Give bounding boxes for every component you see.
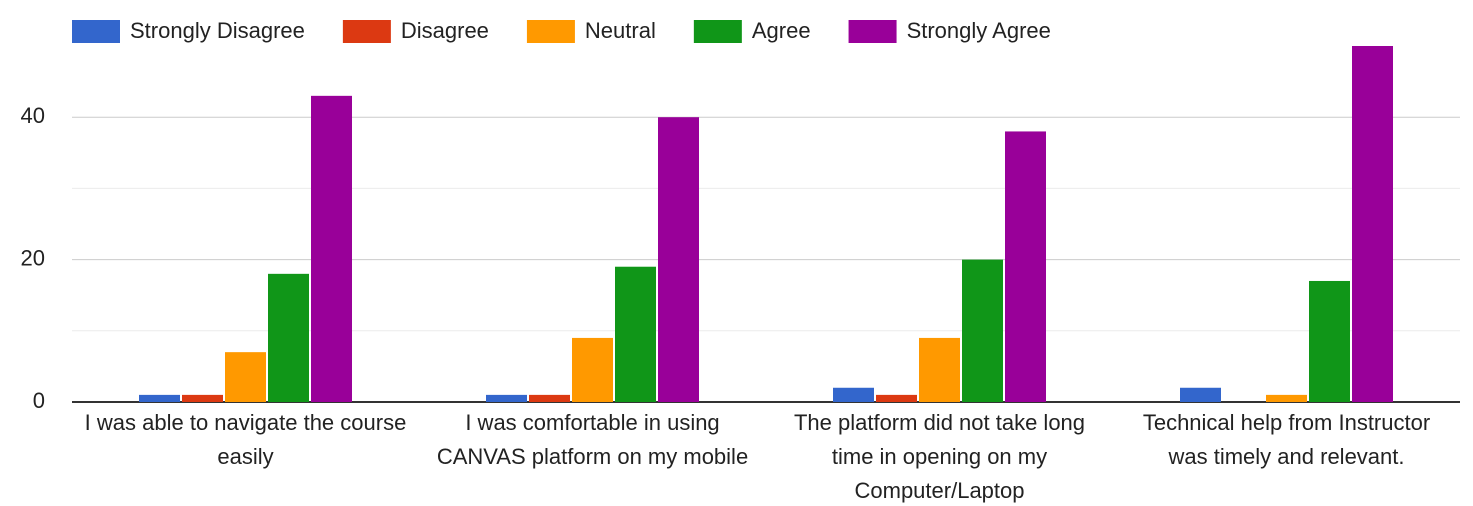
- x-tick-label: Technical help from Instructor was timely…: [1143, 410, 1430, 469]
- legend-swatch: [526, 20, 575, 43]
- bar: [1352, 46, 1393, 402]
- bar: [833, 387, 874, 402]
- legend-swatch: [342, 20, 391, 43]
- y-tick-label: 0: [33, 388, 45, 413]
- legend-label: Strongly Agree: [907, 18, 1051, 43]
- bar: [139, 394, 180, 402]
- bar: [1180, 387, 1221, 402]
- legend-swatch: [848, 20, 897, 43]
- bar: [919, 337, 960, 402]
- bar: [268, 273, 309, 402]
- legend-swatch: [72, 20, 120, 43]
- bar: [1309, 280, 1350, 402]
- bar: [962, 259, 1003, 402]
- bar: [182, 394, 223, 402]
- x-tick-label: The platform did not take long time in op…: [794, 410, 1085, 503]
- legend-swatch: [693, 20, 742, 43]
- x-tick-label: I was comfortable in using CANVAS platfor…: [437, 410, 748, 469]
- legend-label: Disagree: [401, 18, 489, 43]
- bar: [615, 266, 656, 402]
- bar: [572, 337, 613, 402]
- bar: [1005, 131, 1046, 402]
- bar: [1266, 394, 1307, 402]
- y-tick-label: 20: [21, 245, 45, 270]
- x-tick-label: I was able to navigate the course easily: [85, 410, 407, 469]
- legend-label: Agree: [752, 18, 811, 43]
- bar: [225, 352, 266, 402]
- bar: [311, 95, 352, 402]
- y-tick-label: 40: [21, 103, 45, 128]
- bar: [658, 117, 699, 402]
- bar: [876, 394, 917, 402]
- bar: [486, 394, 527, 402]
- bar: [529, 394, 570, 402]
- legend-label: Neutral: [585, 18, 656, 43]
- legend-label: Strongly Disagree: [130, 18, 305, 43]
